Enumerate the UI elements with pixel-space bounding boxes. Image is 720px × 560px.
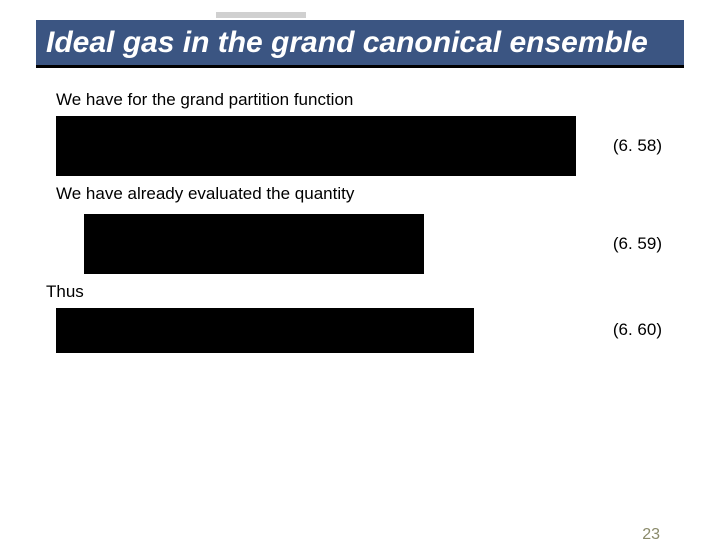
equation-block-2 xyxy=(84,214,424,274)
text-line-1: We have for the grand partition function xyxy=(56,90,670,110)
title-bar: Ideal gas in the grand canonical ensembl… xyxy=(36,20,684,68)
equation-row-2: (6. 59) xyxy=(56,214,670,274)
text-line-2: We have already evaluated the quantity xyxy=(56,184,670,204)
equation-number-1: (6. 58) xyxy=(613,136,670,156)
equation-row-1: (6. 58) xyxy=(56,116,670,176)
equation-number-3: (6. 60) xyxy=(613,320,670,340)
slide: Ideal gas in the grand canonical ensembl… xyxy=(0,20,720,560)
equation-number-2: (6. 59) xyxy=(613,234,670,254)
equation-row-3: (6. 60) xyxy=(56,308,670,353)
slide-content: We have for the grand partition function… xyxy=(0,68,720,353)
equation-block-3 xyxy=(56,308,474,353)
page-number: 23 xyxy=(642,526,660,544)
text-line-3: Thus xyxy=(46,282,670,302)
equation-block-1 xyxy=(56,116,576,176)
slide-title: Ideal gas in the grand canonical ensembl… xyxy=(46,26,674,61)
